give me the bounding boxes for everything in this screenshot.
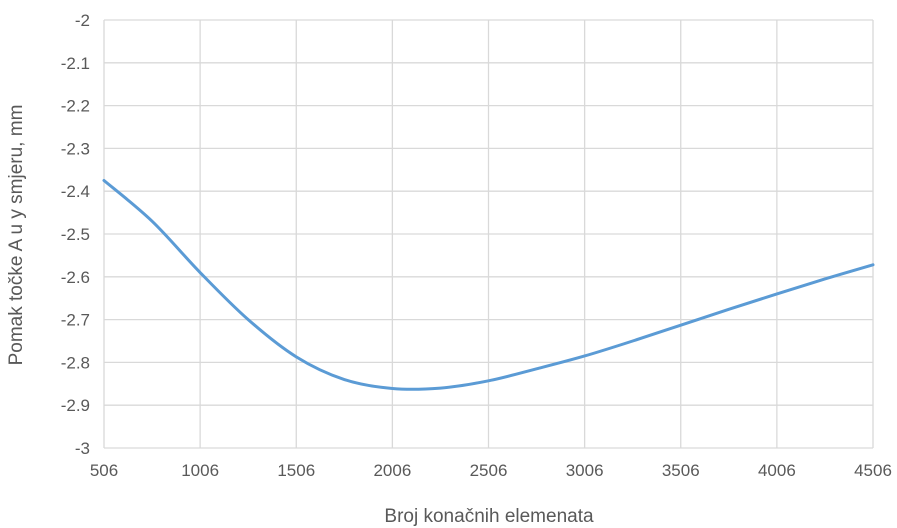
x-tick-label: 3006 [566,461,604,480]
x-axis-title: Broj konačnih elemenata [384,506,594,527]
y-tick-label: -2.4 [61,182,90,201]
y-tick-label: -2.3 [61,139,90,158]
y-tick-label: -2.9 [61,396,90,415]
y-axis-tick-labels: -2 -2.1 -2.2 -2.3 -2.4 -2.5 -2.6 -2.7 -2.8 -2.9 -3 [61,11,90,458]
x-tick-label: 2006 [373,461,411,480]
y-tick-label: -3 [75,439,90,458]
x-axis-tick-labels: 506 1006 1506 2006 2506 3006 3506 4006 4506 [90,461,892,480]
x-tick-label: 4006 [758,461,796,480]
y-tick-label: -2.2 [61,97,90,116]
y-tick-label: -2.7 [61,311,90,330]
x-tick-label: 2506 [470,461,508,480]
x-tick-label: 506 [90,461,118,480]
x-tick-label: 3506 [662,461,700,480]
plot-area-series [102,179,875,391]
series-line [102,179,875,391]
y-tick-label: -2.8 [61,353,90,372]
y-tick-label: -2 [75,11,90,30]
x-tick-label: 4506 [854,461,892,480]
y-tick-label: -2.6 [61,268,90,287]
y-tick-label: -2.5 [61,225,90,244]
gridlines [103,19,874,449]
x-tick-label: 1506 [277,461,315,480]
x-tick-label: 1006 [181,461,219,480]
y-tick-label: -2.1 [61,54,90,73]
y-axis-title: Pomak točke A u y smjeru, mm [6,105,27,366]
